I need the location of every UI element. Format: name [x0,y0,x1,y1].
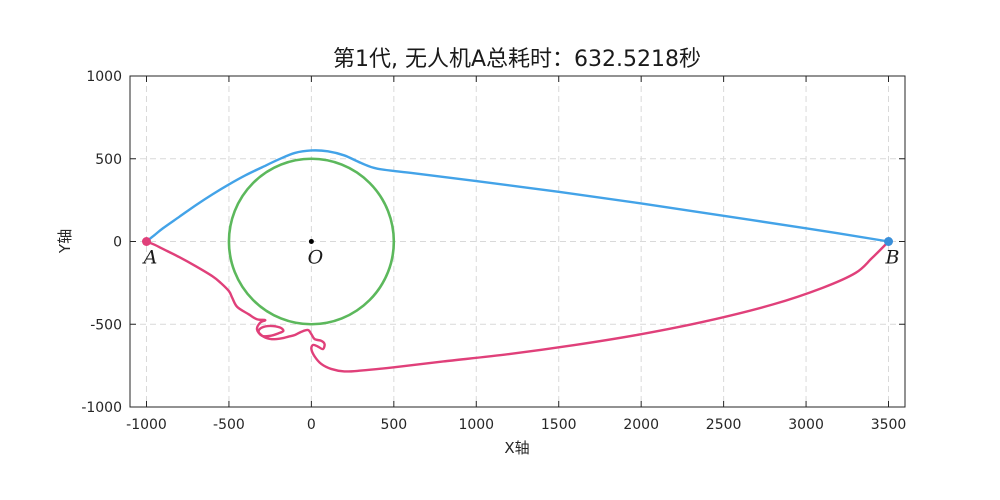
x-tick-label: 3000 [788,417,824,433]
x-tick-label: 1500 [541,417,577,433]
path-series-2 [145,240,890,373]
point-o [308,239,314,244]
y-tick-label: -500 [90,317,122,333]
y-tick-label: 1000 [86,69,122,85]
x-axis-label: X轴 [504,439,529,457]
x-tick-label: 500 [380,417,407,433]
y-tick-label: 500 [95,152,122,168]
y-axis-label: Y轴 [56,229,74,254]
point-label-a: A [142,247,158,269]
x-tick-label: 3500 [871,417,907,433]
point-a [141,237,151,246]
x-tick-label: 2000 [623,417,659,433]
point-b [884,237,894,246]
x-tick-label: -500 [213,417,245,433]
ticks: -1000 -500 0 500 1000 1500 2000 2500 3000 3500 -10… [81,69,906,433]
chart-title: 第1代, 无人机A总耗时：632.5218秒 [333,47,701,72]
x-tick-label: 0 [307,417,316,433]
x-tick-label: -1000 [126,417,167,433]
x-tick-label: 2500 [706,417,742,433]
obstacle-circle [227,157,396,326]
y-tick-label: 0 [113,235,122,251]
path-series-1 [145,149,890,243]
circle-layer [227,157,396,326]
plot-background [130,76,905,407]
point-label-o: O [308,247,324,269]
series-layer [145,149,890,373]
x-tick-label: 1000 [458,417,494,433]
y-tick-label: -1000 [81,400,122,416]
point-label-b: B [885,247,900,269]
